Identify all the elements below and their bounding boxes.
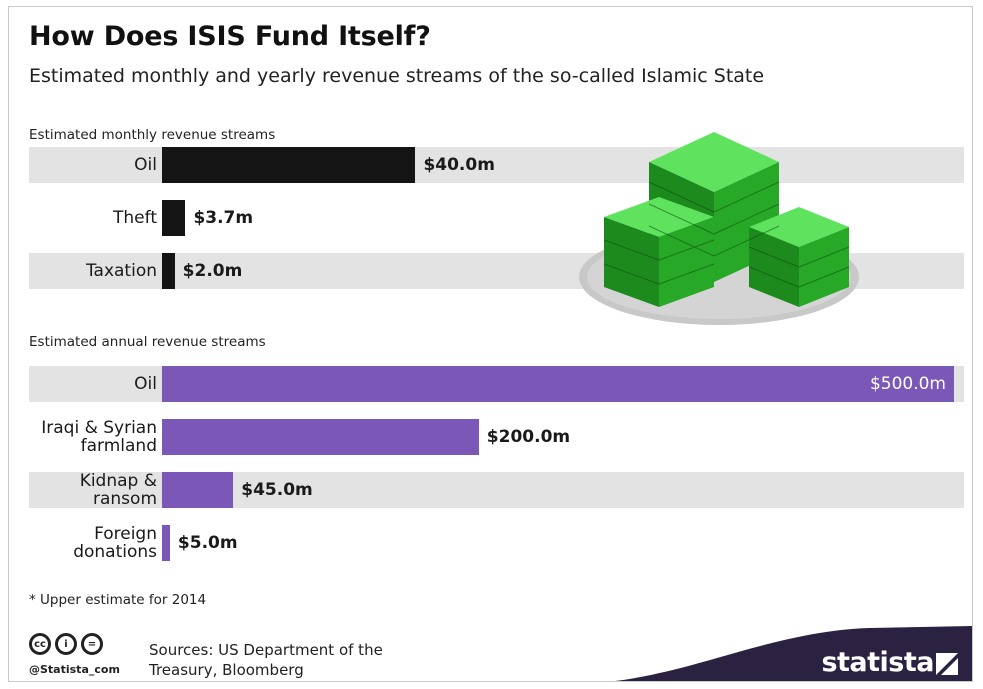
monthly-section-label: Estimated monthly revenue streams xyxy=(29,127,276,143)
category-label: Oil xyxy=(134,374,157,394)
bar xyxy=(162,525,170,561)
value-label: $500.0m xyxy=(869,374,946,394)
category-label: Iraqi & Syrian farmland xyxy=(41,418,157,456)
creative-commons-icons: cc i = xyxy=(29,633,103,655)
category-label: Theft xyxy=(113,208,157,228)
bar xyxy=(162,366,954,402)
value-label: $3.7m xyxy=(193,208,254,228)
bar xyxy=(162,253,175,289)
value-label: $5.0m xyxy=(177,533,238,553)
category-label: Foreign donations xyxy=(73,524,157,562)
chart-title: How Does ISIS Fund Itself? xyxy=(29,21,431,52)
footnote: * Upper estimate for 2014 xyxy=(29,592,207,608)
category-label: Taxation xyxy=(85,261,157,281)
cc-icon: cc xyxy=(29,633,51,655)
statista-logo-icon xyxy=(936,653,958,675)
sources: Sources: US Department of the Treasury, … xyxy=(149,641,383,679)
category-label: Kidnap & ransom xyxy=(79,471,157,509)
bar xyxy=(162,419,479,455)
value-label: $40.0m xyxy=(423,155,495,175)
statista-logo: statista xyxy=(821,647,934,678)
bar xyxy=(162,147,416,183)
value-label: $2.0m xyxy=(182,261,243,281)
twitter-handle: @Statista_com xyxy=(29,663,120,676)
bar xyxy=(162,200,186,236)
annual-section-label: Estimated annual revenue streams xyxy=(29,334,266,350)
brand-banner xyxy=(614,626,972,681)
category-label: Oil xyxy=(134,155,157,175)
value-label: $200.0m xyxy=(486,427,571,447)
no-derivatives-icon: = xyxy=(81,633,103,655)
attribution-icon: i xyxy=(55,633,77,655)
value-label: $45.0m xyxy=(241,480,313,500)
money-stack-icon xyxy=(579,132,859,325)
chart-subtitle: Estimated monthly and yearly revenue str… xyxy=(29,65,765,87)
bar xyxy=(162,472,234,508)
infographic: How Does ISIS Fund Itself? Estimated mon… xyxy=(8,6,973,682)
